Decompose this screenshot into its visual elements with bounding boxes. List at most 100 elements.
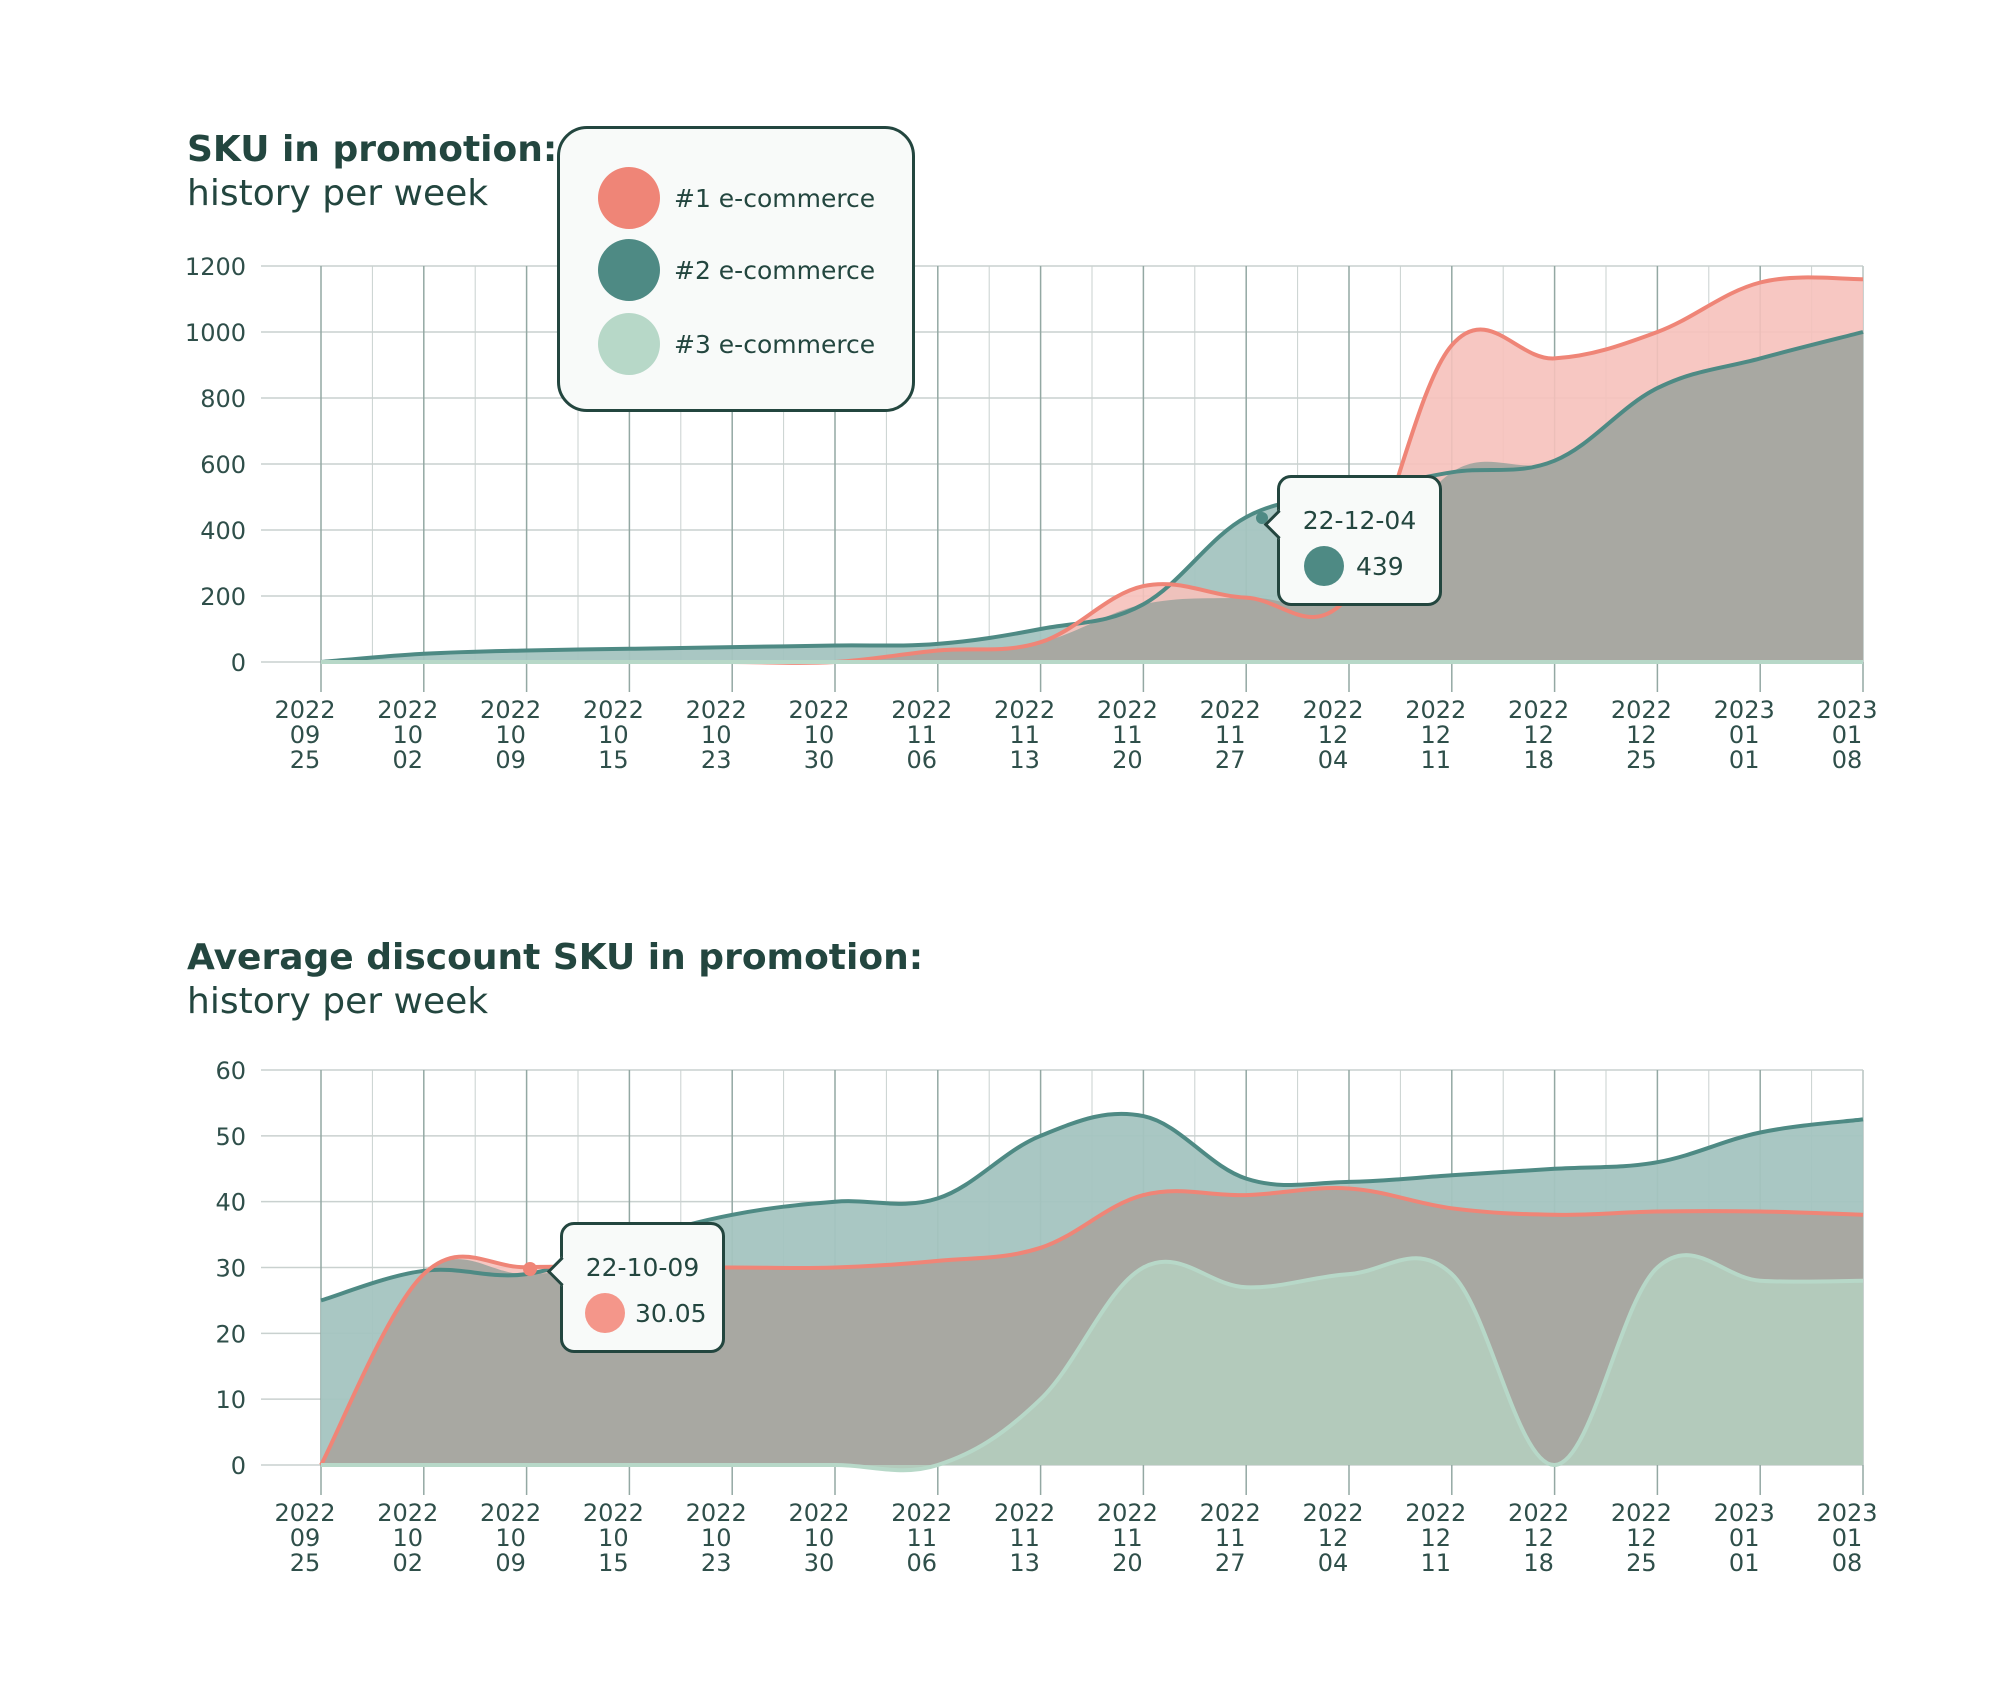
x-tick-label: 10 bbox=[495, 1524, 526, 1552]
chart1-highlight-point[interactable] bbox=[1256, 512, 1268, 524]
legend-item-3[interactable]: #3 e-commerce bbox=[598, 313, 875, 375]
legend-item-1[interactable]: #1 e-commerce bbox=[598, 167, 875, 229]
x-tick-label: 13 bbox=[1009, 746, 1040, 774]
x-tick-label: 12 bbox=[1626, 721, 1657, 749]
x-tick-label: 13 bbox=[1009, 1549, 1040, 1577]
x-tick-label: 04 bbox=[1318, 1549, 1349, 1577]
x-tick-label: 01 bbox=[1729, 1524, 1760, 1552]
x-tick-label: 11 bbox=[907, 1524, 938, 1552]
area-series-3-top bbox=[321, 1255, 1863, 1471]
x-tick-label: 01 bbox=[1832, 1524, 1863, 1552]
x-tick-label: 2022 bbox=[1405, 696, 1466, 724]
x-tick-label: 10 bbox=[495, 721, 526, 749]
y-tick-label: 1000 bbox=[185, 319, 246, 347]
x-tick-label: 2022 bbox=[1097, 696, 1158, 724]
legend-label-3: #3 e-commerce bbox=[674, 329, 876, 359]
y-tick-label: 0 bbox=[231, 649, 246, 677]
y-tick-label: 50 bbox=[215, 1123, 246, 1151]
legend: #1 e-commerce #2 e-commerce #3 e-commerc… bbox=[557, 126, 915, 412]
x-tick-label: 30 bbox=[804, 746, 835, 774]
x-tick-label: 2023 bbox=[1714, 1499, 1775, 1527]
chart1-tooltip-value: 439 bbox=[1356, 552, 1404, 581]
line-series-1[interactable] bbox=[319, 1186, 1864, 1466]
chart2-subtitle: history per week bbox=[187, 981, 489, 1022]
chart2-highlight-point[interactable] bbox=[523, 1262, 537, 1276]
x-tick-label: 02 bbox=[393, 1549, 424, 1577]
x-tick-label: 2023 bbox=[1816, 696, 1877, 724]
chart2-plot: 0102030405060202209252022100220221009202… bbox=[215, 1057, 1877, 1577]
x-tick-label: 2022 bbox=[583, 696, 644, 724]
x-tick-label: 11 bbox=[1009, 1524, 1040, 1552]
x-tick-label: 12 bbox=[1421, 721, 1452, 749]
y-tick-label: 400 bbox=[200, 517, 246, 545]
legend-swatch-2 bbox=[598, 239, 660, 301]
x-tick-label: 12 bbox=[1523, 1524, 1554, 1552]
y-tick-label: 10 bbox=[215, 1386, 246, 1414]
x-tick-label: 12 bbox=[1318, 1524, 1349, 1552]
x-tick-label: 2022 bbox=[377, 1499, 438, 1527]
chart2-tooltip: 22-10-09 30.05 bbox=[546, 1222, 725, 1353]
x-tick-label: 01 bbox=[1729, 721, 1760, 749]
x-tick-label: 2022 bbox=[891, 696, 952, 724]
y-tick-label: 60 bbox=[215, 1057, 246, 1085]
x-tick-label: 2022 bbox=[994, 696, 1055, 724]
x-tick-label: 25 bbox=[1626, 1549, 1657, 1577]
x-tick-label: 10 bbox=[393, 721, 424, 749]
chart1-tooltip: 22-12-04 439 bbox=[1263, 475, 1442, 606]
x-tick-label: 12 bbox=[1421, 1524, 1452, 1552]
x-tick-label: 2022 bbox=[377, 696, 438, 724]
x-tick-label: 10 bbox=[598, 1524, 629, 1552]
x-tick-label: 11 bbox=[1112, 721, 1143, 749]
y-tick-label: 600 bbox=[200, 451, 246, 479]
legend-swatch-1 bbox=[598, 167, 660, 229]
x-tick-label: 2022 bbox=[1611, 696, 1672, 724]
legend-item-2[interactable]: #2 e-commerce bbox=[598, 239, 875, 301]
x-tick-label: 01 bbox=[1729, 746, 1760, 774]
x-tick-label: 2022 bbox=[480, 696, 541, 724]
x-tick-label: 2022 bbox=[788, 1499, 849, 1527]
x-tick-label: 2022 bbox=[1508, 1499, 1569, 1527]
x-tick-label: 20 bbox=[1112, 1549, 1143, 1577]
x-tick-label: 2022 bbox=[1200, 1499, 1261, 1527]
x-tick-label: 2022 bbox=[274, 1499, 335, 1527]
x-tick-label: 18 bbox=[1523, 746, 1554, 774]
x-tick-label: 2023 bbox=[1714, 696, 1775, 724]
x-tick-label: 11 bbox=[1421, 1549, 1452, 1577]
x-tick-label: 2022 bbox=[1302, 696, 1363, 724]
x-tick-label: 2022 bbox=[1097, 1499, 1158, 1527]
x-tick-label: 10 bbox=[701, 1524, 732, 1552]
legend-label-2: #2 e-commerce bbox=[674, 255, 876, 285]
y-tick-label: 30 bbox=[215, 1255, 246, 1283]
x-tick-label: 20 bbox=[1112, 746, 1143, 774]
y-tick-label: 200 bbox=[200, 583, 246, 611]
area-overlap bbox=[321, 332, 1863, 663]
x-tick-label: 2022 bbox=[274, 696, 335, 724]
x-tick-label: 12 bbox=[1318, 721, 1349, 749]
chart1-plot: 0200400600800100012002022092520221002202… bbox=[185, 253, 1878, 774]
y-tick-label: 800 bbox=[200, 385, 246, 413]
x-tick-label: 09 bbox=[495, 1549, 526, 1577]
chart2-title: Average discount SKU in promotion: bbox=[187, 937, 924, 978]
x-tick-label: 08 bbox=[1832, 1549, 1863, 1577]
x-tick-label: 09 bbox=[290, 721, 321, 749]
chart2-tooltip-date: 22-10-09 bbox=[585, 1253, 700, 1282]
line-series-3[interactable] bbox=[321, 1253, 1864, 1473]
chart1-title: SKU in promotion: bbox=[187, 129, 558, 170]
x-tick-label: 23 bbox=[701, 1549, 732, 1577]
x-tick-label: 2022 bbox=[686, 696, 747, 724]
chart2-tooltip-dot bbox=[585, 1293, 625, 1333]
x-tick-label: 12 bbox=[1626, 1524, 1657, 1552]
x-tick-label: 12 bbox=[1523, 721, 1554, 749]
x-tick-label: 2022 bbox=[1405, 1499, 1466, 1527]
x-tick-label: 30 bbox=[804, 1549, 835, 1577]
x-tick-label: 01 bbox=[1832, 721, 1863, 749]
chart2-tooltip-value: 30.05 bbox=[635, 1299, 707, 1328]
legend-label-1: #1 e-commerce bbox=[674, 183, 876, 213]
x-tick-label: 25 bbox=[1626, 746, 1657, 774]
x-tick-label: 15 bbox=[598, 746, 629, 774]
x-tick-label: 2022 bbox=[1302, 1499, 1363, 1527]
x-tick-label: 04 bbox=[1318, 746, 1349, 774]
line-series-2[interactable] bbox=[320, 330, 1864, 664]
x-tick-label: 11 bbox=[1215, 721, 1246, 749]
chart1-tooltip-date: 22-12-04 bbox=[1302, 506, 1417, 535]
